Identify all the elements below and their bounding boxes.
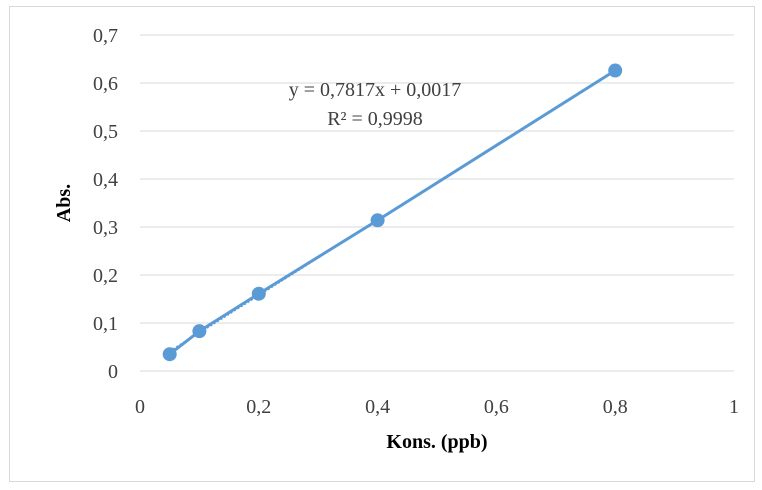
y-axis-title: Abs. [53, 184, 75, 222]
y-tick-label: 0,6 [93, 73, 118, 95]
y-tick-label: 0,2 [93, 265, 118, 287]
data-points [162, 63, 623, 362]
data-point [251, 286, 266, 301]
x-tick-label: 0,2 [246, 396, 271, 418]
gridlines [140, 34, 734, 324]
y-tick-label: 0,7 [93, 25, 118, 47]
data-point [608, 63, 623, 78]
data-point [192, 324, 207, 339]
x-tick-label: 0,8 [603, 396, 628, 418]
y-tick-label: 0,5 [93, 121, 118, 143]
chart-area [9, 6, 755, 482]
y-tick-labels: 0 0,1 0,2 0,3 0,4 0,5 0,6 0,7 [93, 25, 118, 383]
y-tick-label: 0 [108, 361, 118, 383]
data-point [162, 347, 177, 362]
x-tick-label: 1 [729, 396, 739, 418]
y-tick-label: 0,1 [93, 313, 118, 335]
y-tick-label: 0,3 [93, 217, 118, 239]
y-tick-label: 0,4 [93, 169, 118, 191]
x-tick-label: 0 [135, 396, 145, 418]
data-point [370, 213, 385, 228]
trendline-equation: y = 0,7817x + 0,0017 [289, 79, 462, 101]
x-tick-label: 0,4 [365, 396, 390, 418]
x-tick-label: 0,6 [484, 396, 509, 418]
x-axis-title: Kons. (ppb) [386, 431, 487, 453]
r-squared-label: R² = 0,9998 [327, 108, 423, 130]
x-tick-labels: 0 0,2 0,4 0,6 0,8 1 [135, 396, 739, 418]
